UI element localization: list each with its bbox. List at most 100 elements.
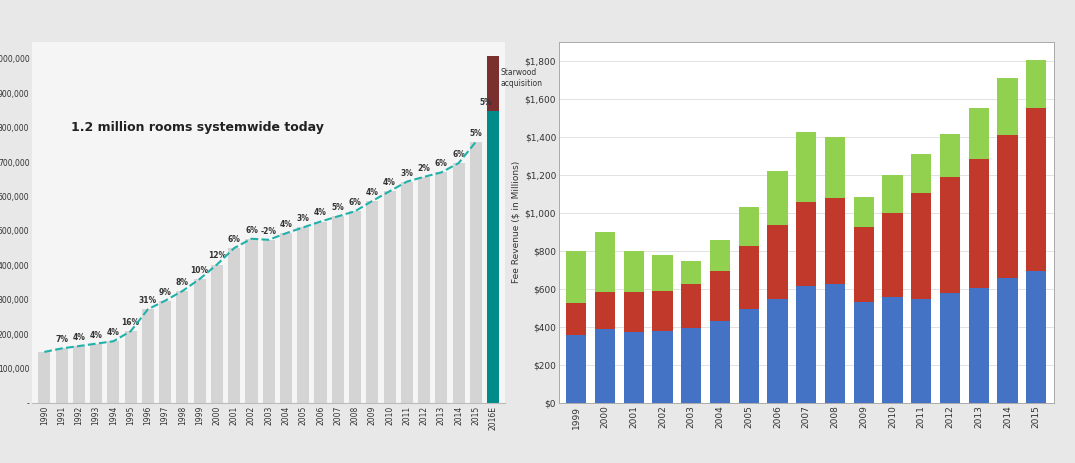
Bar (624, 292, 644, 332)
Bar (825, 284, 845, 403)
Bar (998, 78, 1018, 135)
Text: Starwood
acquisition: Starwood acquisition (501, 69, 543, 88)
Bar (912, 193, 931, 299)
Bar (108, 341, 119, 403)
Bar (90, 344, 102, 403)
Bar (739, 207, 759, 246)
Bar (797, 202, 816, 286)
Bar (142, 309, 154, 403)
Bar (969, 288, 989, 403)
Text: 6%: 6% (435, 159, 448, 168)
Bar (883, 213, 903, 297)
Bar (797, 132, 816, 202)
Bar (739, 246, 759, 309)
Text: 2%: 2% (418, 164, 431, 173)
Bar (883, 175, 903, 213)
Bar (73, 346, 85, 403)
Text: 4%: 4% (366, 188, 378, 197)
Text: 6%: 6% (245, 225, 258, 235)
Bar (280, 233, 292, 403)
Bar (332, 216, 344, 403)
Bar (594, 292, 615, 329)
Y-axis label: Fee Revenue ($ in Millions): Fee Revenue ($ in Millions) (512, 161, 520, 283)
Bar (969, 108, 989, 158)
Bar (854, 302, 874, 403)
Bar (912, 299, 931, 403)
Text: 4%: 4% (314, 208, 327, 218)
Bar (228, 248, 241, 403)
Bar (418, 177, 430, 403)
Bar (854, 197, 874, 227)
Bar (739, 309, 759, 403)
Bar (487, 111, 499, 403)
Text: 6%: 6% (228, 235, 241, 244)
Bar (653, 331, 673, 403)
Bar (1027, 108, 1046, 271)
Bar (211, 264, 223, 403)
Bar (912, 154, 931, 193)
Text: 8%: 8% (176, 278, 189, 287)
Text: 4%: 4% (383, 178, 396, 187)
Bar (1027, 60, 1046, 108)
Bar (453, 163, 464, 403)
Bar (567, 335, 586, 403)
Text: 1.2 million rooms systemwide today: 1.2 million rooms systemwide today (71, 121, 325, 134)
Bar (768, 225, 788, 299)
Text: 4%: 4% (72, 333, 85, 342)
Text: 4%: 4% (280, 220, 292, 229)
Bar (125, 331, 137, 403)
Bar (768, 299, 788, 403)
Bar (710, 240, 730, 271)
Bar (624, 251, 644, 292)
Bar (1027, 271, 1046, 403)
Bar (470, 142, 482, 403)
Bar (682, 284, 701, 328)
Bar (624, 332, 644, 403)
Text: 3%: 3% (297, 214, 310, 223)
Text: 5%: 5% (331, 203, 344, 212)
Bar (159, 300, 171, 403)
Bar (854, 227, 874, 302)
Text: 6%: 6% (348, 198, 361, 207)
Bar (594, 329, 615, 403)
Text: 3%: 3% (400, 169, 413, 177)
Text: 31%: 31% (139, 296, 157, 305)
Bar (940, 177, 960, 293)
Bar (940, 134, 960, 177)
Bar (710, 271, 730, 321)
Bar (194, 279, 205, 403)
Bar (682, 328, 701, 403)
Bar (262, 240, 275, 403)
Bar (998, 135, 1018, 278)
Bar (768, 171, 788, 225)
Text: 16%: 16% (121, 318, 140, 327)
Bar (487, 56, 499, 111)
Text: 6%: 6% (453, 150, 465, 159)
Text: 4%: 4% (89, 331, 102, 339)
Text: 12%: 12% (207, 251, 226, 260)
Bar (401, 181, 413, 403)
Bar (797, 286, 816, 403)
Bar (825, 137, 845, 198)
Bar (825, 198, 845, 284)
Bar (245, 239, 258, 403)
Text: 5%: 5% (470, 129, 483, 138)
Text: 5%: 5% (479, 98, 492, 107)
Bar (653, 255, 673, 291)
Bar (883, 297, 903, 403)
Bar (176, 291, 188, 403)
Bar (39, 352, 51, 403)
Bar (998, 278, 1018, 403)
Bar (940, 293, 960, 403)
Bar (653, 291, 673, 331)
Bar (710, 321, 730, 403)
Text: 7%: 7% (55, 335, 68, 344)
Bar (349, 211, 361, 403)
Bar (682, 261, 701, 284)
Bar (594, 232, 615, 292)
Bar (969, 158, 989, 288)
Bar (367, 201, 378, 403)
Text: -2%: -2% (261, 227, 276, 236)
Bar (384, 191, 396, 403)
Bar (567, 303, 586, 335)
